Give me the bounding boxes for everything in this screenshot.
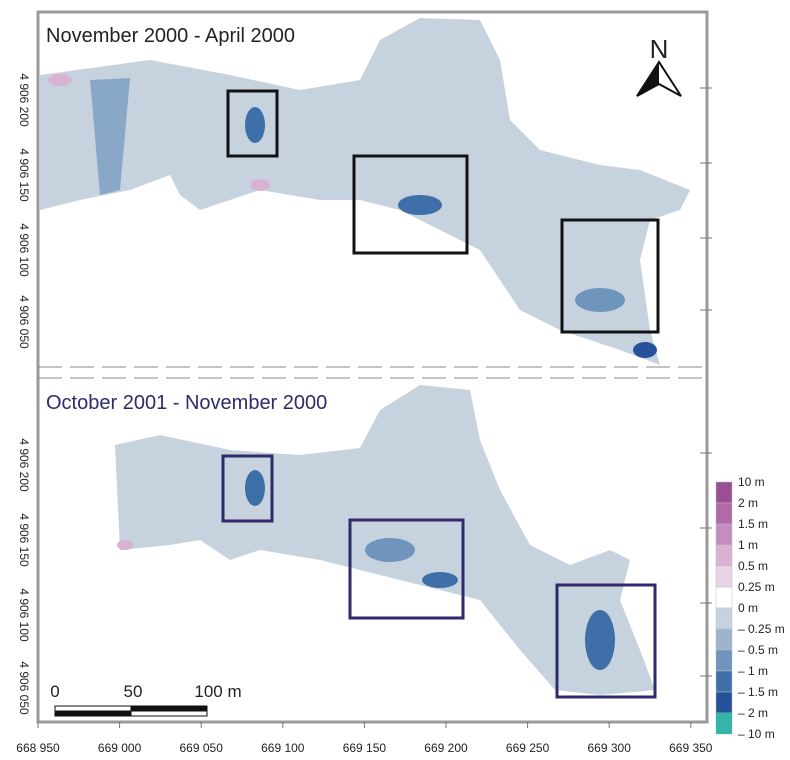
legend-label: 2 m [738, 496, 758, 510]
x-tick-label: 669 250 [506, 741, 550, 755]
legend-swatch [716, 587, 732, 608]
legend-swatch [716, 629, 732, 650]
y-tick-label: 4 906 150 [17, 148, 31, 202]
legend-swatch [716, 482, 732, 503]
legend-label: – 2 m [738, 706, 768, 720]
y-tick-label: 4 906 050 [17, 661, 31, 715]
x-tick-label: 669 200 [424, 741, 468, 755]
map-bottom [115, 385, 655, 697]
y-tick-label: 4 906 200 [17, 73, 31, 127]
legend-swatch [716, 608, 732, 629]
legend-label: – 1.5 m [738, 685, 778, 699]
y-tick-label: 4 906 150 [17, 513, 31, 567]
legend-label: 10 m [738, 475, 765, 489]
page: November 2000 - April 2000 N October 200… [0, 0, 790, 760]
north-arrow: N [637, 34, 681, 96]
legend-label: 1.5 m [738, 517, 768, 531]
scale-label: 0 [50, 682, 59, 701]
y-tick-label: 4 906 100 [17, 223, 31, 277]
legend-label: 0 m [738, 601, 758, 615]
x-tick-label: 668 950 [16, 741, 60, 755]
legend-swatch [716, 692, 732, 713]
legend-label: – 1 m [738, 664, 768, 678]
legend-label: – 0.25 m [738, 622, 785, 636]
map-top [40, 18, 690, 365]
x-tick-label: 669 350 [669, 741, 713, 755]
legend-label: 0.25 m [738, 580, 775, 594]
scale-label: 50 [124, 682, 143, 701]
legend-label: 1 m [738, 538, 758, 552]
north-label: N [650, 34, 669, 64]
legend-swatch [716, 671, 732, 692]
legend-swatch [716, 713, 732, 734]
legend: 10 m 2 m 1.5 m 1 m 0.5 m 0.25 m 0 m – 0.25 m – 0… [716, 475, 785, 741]
legend-swatch [716, 650, 732, 671]
legend-swatch [716, 503, 732, 524]
legend-swatch [716, 524, 732, 545]
x-tick-label: 669 050 [180, 741, 224, 755]
legend-swatch [716, 566, 732, 587]
x-tick-label: 669 300 [588, 741, 632, 755]
legend-swatch [716, 545, 732, 566]
x-tick-label: 669 150 [343, 741, 387, 755]
x-tick-label: 669 000 [98, 741, 142, 755]
y-tick-label: 4 906 200 [17, 438, 31, 492]
y-tick-label: 4 906 050 [17, 295, 31, 349]
scale-bar: 0 50 100 m [50, 682, 241, 716]
legend-label: – 0.5 m [738, 643, 778, 657]
legend-label: 0.5 m [738, 559, 768, 573]
x-tick-label: 669 100 [261, 741, 305, 755]
scale-label: 100 m [194, 682, 241, 701]
panel-title: October 2001 - November 2000 [46, 392, 327, 414]
panel-title: November 2000 - April 2000 [46, 25, 295, 47]
figure: November 2000 - April 2000 N October 200… [0, 0, 790, 760]
legend-label: – 10 m [738, 727, 775, 741]
y-tick-label: 4 906 100 [17, 588, 31, 642]
